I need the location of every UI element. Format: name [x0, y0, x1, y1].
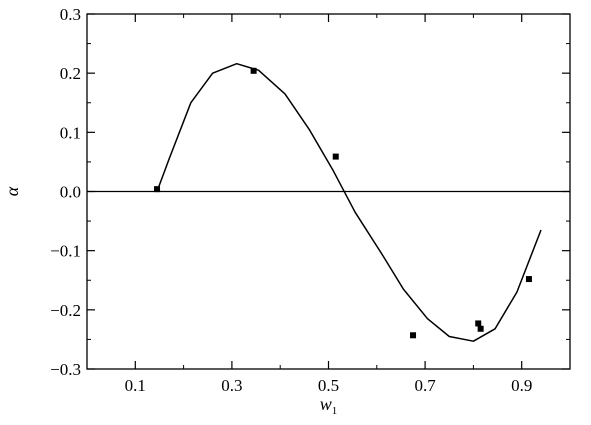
x-tick-label: 0.5	[318, 376, 339, 395]
y-tick-label: −0.1	[50, 242, 81, 261]
data-point-marker	[525, 276, 532, 283]
data-point-marker	[410, 332, 417, 339]
y-tick-label: −0.2	[50, 301, 81, 320]
x-axis-label-main: w	[320, 394, 332, 414]
y-axis-label: α	[2, 186, 22, 196]
x-tick-label: 0.9	[511, 376, 532, 395]
fit-curve-line	[156, 62, 542, 342]
plot-frame	[86, 13, 571, 370]
y-tick-label: 0.1	[60, 123, 81, 142]
x-axis-label: w1	[320, 394, 338, 417]
y-tick-label: 0.2	[60, 64, 81, 83]
x-tick-label: 0.1	[125, 376, 146, 395]
plot-layer	[87, 62, 570, 342]
ticks-layer	[87, 13, 570, 370]
y-tick-label: 0.0	[60, 183, 81, 202]
y-tick-label: 0.3	[60, 5, 81, 24]
data-point-marker	[332, 153, 339, 160]
y-tick-label: −0.3	[50, 360, 81, 379]
data-point-marker	[477, 325, 484, 332]
labels-layer: 0.1 0.3 0.5 0.7 0.9 0.3 0.2 0.1 0.0 −0.1 −0.2 −0.3	[50, 5, 532, 395]
data-point-marker	[250, 67, 257, 74]
x-tick-label: 0.3	[221, 376, 242, 395]
data-point-marker	[475, 320, 482, 327]
data-point-marker	[154, 186, 161, 193]
x-tick-label: 0.7	[414, 376, 436, 395]
x-axis-label-subscript: 1	[332, 405, 338, 417]
